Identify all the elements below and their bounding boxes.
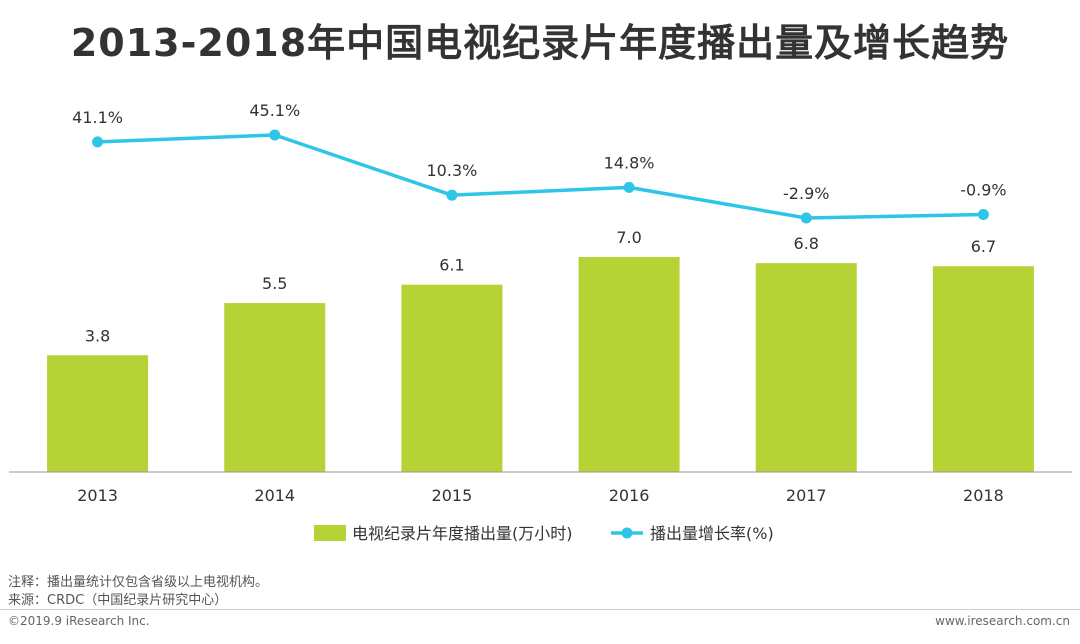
chart-title: 2013-2018年中国电视纪录片年度播出量及增长趋势 <box>70 21 1010 65</box>
growth-line <box>97 133 984 220</box>
bar-label-2018: 6.7 <box>971 237 996 256</box>
bar-2014 <box>224 303 326 472</box>
note-text: 注释：播出量统计仅包含省级以上电视机构。 <box>8 575 269 590</box>
bar-2018 <box>932 266 1034 472</box>
growth-label-2015: 10.3% <box>427 161 478 180</box>
growth-point-2015 <box>446 189 458 201</box>
legend-bar-label: 电视纪录片年度播出量(万小时) <box>352 524 573 543</box>
legend-bar-swatch <box>314 525 346 541</box>
x-tick-2016: 2016 <box>609 486 650 505</box>
footer-divider <box>0 609 1080 610</box>
bar-label-2014: 5.5 <box>262 274 287 293</box>
x-tick-2015: 2015 <box>432 486 473 505</box>
source-text: 来源：CRDC（中国纪录片研究中心） <box>8 593 228 608</box>
bar-series: 3.8 5.5 6.1 7.0 6.8 6.7 <box>47 228 1034 472</box>
legend: 电视纪录片年度播出量(万小时) 播出量增长率(%) <box>314 524 774 543</box>
x-tick-2017: 2017 <box>786 486 827 505</box>
legend-line-label: 播出量增长率(%) <box>650 524 774 543</box>
bar-label-2013: 3.8 <box>85 326 110 345</box>
growth-point-2018 <box>977 209 989 221</box>
x-tick-2013: 2013 <box>77 486 118 505</box>
growth-label-2013: 41.1% <box>72 108 123 127</box>
x-tick-2014: 2014 <box>254 486 295 505</box>
legend-line-marker <box>621 527 633 539</box>
bar-2017 <box>755 263 857 472</box>
growth-label-2014: 45.1% <box>249 101 300 120</box>
growth-label-2017: -2.9% <box>783 184 829 203</box>
website-link[interactable]: www.iresearch.com.cn <box>935 614 1070 628</box>
x-tick-labels: 2013 2014 2015 2016 2017 2018 <box>77 486 1004 505</box>
x-tick-2018: 2018 <box>963 486 1004 505</box>
bar-2015 <box>401 284 503 472</box>
chart-area: 3.85.56.17.0 6.8 6.7 2013 2014 2015 2016 2017 2… <box>9 101 1072 543</box>
growth-point-2017 <box>800 212 812 224</box>
bar-2016 <box>578 257 680 472</box>
bar-2013 <box>47 355 149 472</box>
growth-point-2016 <box>623 181 635 193</box>
line-series: 41.1% 45.1% 10.3% 14.8% -2.9% -0.9% <box>72 101 1007 224</box>
bar-label-2015: 6.1 <box>439 256 464 275</box>
bar-label-2017: 6.8 <box>794 234 819 253</box>
growth-point-2014 <box>269 129 281 141</box>
copyright-text: ©2019.9 iResearch Inc. <box>8 614 150 628</box>
growth-label-2018: -0.9% <box>960 181 1006 200</box>
growth-point-2013 <box>92 136 104 148</box>
growth-label-2016: 14.8% <box>604 153 655 172</box>
bar-label-2016: 7.0 <box>616 228 641 247</box>
